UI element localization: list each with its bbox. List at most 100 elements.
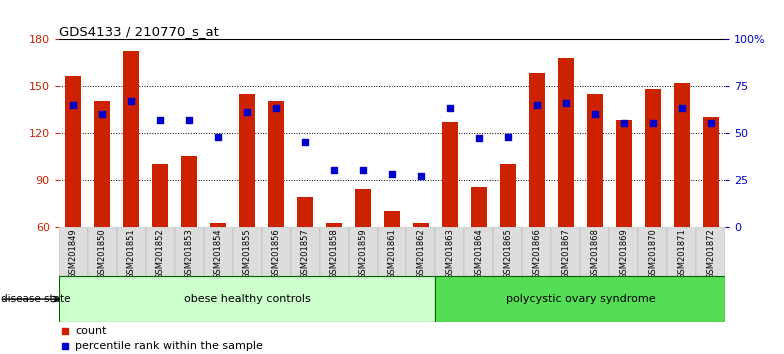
Text: GSM201849: GSM201849 — [69, 228, 78, 279]
Bar — [233, 227, 262, 276]
Text: GSM201865: GSM201865 — [503, 228, 513, 279]
Point — [183, 117, 195, 122]
Text: percentile rank within the sample: percentile rank within the sample — [75, 341, 263, 351]
Point — [299, 139, 311, 145]
Text: GSM201851: GSM201851 — [127, 228, 136, 279]
Bar — [587, 94, 603, 227]
Text: GSM201852: GSM201852 — [156, 228, 165, 279]
Text: GSM201863: GSM201863 — [445, 228, 455, 279]
Bar — [88, 227, 117, 276]
Point — [125, 98, 137, 104]
Bar — [320, 227, 349, 276]
Bar — [551, 227, 580, 276]
Bar — [65, 76, 82, 227]
Bar — [204, 227, 233, 276]
Bar — [615, 120, 632, 227]
Bar — [558, 58, 574, 227]
Bar — [378, 227, 406, 276]
Text: GSM201861: GSM201861 — [387, 228, 397, 279]
Bar — [667, 227, 696, 276]
Bar — [500, 164, 516, 227]
Point — [531, 102, 543, 108]
Point — [415, 173, 427, 179]
Point — [618, 120, 630, 126]
Text: disease state: disease state — [1, 294, 71, 304]
Text: count: count — [75, 326, 107, 336]
Text: GSM201862: GSM201862 — [416, 228, 426, 279]
Bar — [644, 89, 661, 227]
Bar — [349, 227, 378, 276]
Text: GSM201855: GSM201855 — [242, 228, 252, 279]
Bar — [406, 227, 435, 276]
Bar — [152, 164, 169, 227]
Text: GSM201857: GSM201857 — [300, 228, 310, 279]
Text: GSM201866: GSM201866 — [532, 228, 542, 279]
Text: GSM201859: GSM201859 — [358, 228, 368, 279]
Point — [705, 120, 717, 126]
Text: GDS4133 / 210770_s_at: GDS4133 / 210770_s_at — [59, 25, 219, 38]
Bar — [435, 276, 725, 322]
Point — [241, 109, 253, 115]
Point — [67, 102, 79, 108]
Bar — [94, 102, 111, 227]
Bar — [59, 276, 435, 322]
Text: GSM201858: GSM201858 — [329, 228, 339, 279]
Point — [473, 136, 485, 141]
Text: GSM201864: GSM201864 — [474, 228, 484, 279]
Point — [444, 105, 456, 111]
Point — [59, 328, 72, 334]
Bar — [471, 188, 487, 227]
Point — [589, 111, 601, 117]
Bar — [262, 227, 291, 276]
Text: GSM201867: GSM201867 — [561, 228, 570, 279]
Bar — [181, 156, 197, 227]
Text: GSM201853: GSM201853 — [185, 228, 194, 279]
Bar — [123, 51, 140, 227]
Point — [647, 120, 659, 126]
Text: GSM201868: GSM201868 — [590, 228, 599, 279]
Bar — [59, 227, 88, 276]
Bar — [673, 83, 690, 227]
Point — [502, 134, 514, 139]
Text: GSM201872: GSM201872 — [706, 228, 715, 279]
Bar — [464, 227, 493, 276]
Point — [560, 100, 572, 105]
Point — [154, 117, 166, 122]
Text: GSM201869: GSM201869 — [619, 228, 628, 279]
Bar — [413, 223, 429, 227]
Bar — [609, 227, 638, 276]
Bar — [638, 227, 667, 276]
Bar — [384, 211, 400, 227]
Bar — [529, 73, 545, 227]
Point — [270, 105, 282, 111]
Bar — [696, 227, 725, 276]
Bar — [702, 117, 719, 227]
Bar — [210, 223, 226, 227]
Bar — [435, 227, 464, 276]
Text: GSM201870: GSM201870 — [648, 228, 657, 279]
Text: GSM201854: GSM201854 — [214, 228, 223, 279]
Text: polycystic ovary syndrome: polycystic ovary syndrome — [506, 294, 655, 304]
Bar — [580, 227, 609, 276]
Bar — [442, 122, 458, 227]
Bar — [268, 102, 284, 227]
Bar — [522, 227, 551, 276]
Bar — [355, 189, 371, 227]
Bar — [175, 227, 204, 276]
Point — [212, 134, 224, 139]
Bar — [493, 227, 522, 276]
Point — [357, 167, 369, 173]
Bar — [291, 227, 320, 276]
Text: GSM201856: GSM201856 — [271, 228, 281, 279]
Point — [328, 167, 340, 173]
Text: obese healthy controls: obese healthy controls — [183, 294, 310, 304]
Point — [676, 105, 688, 111]
Bar — [297, 197, 313, 227]
Bar — [326, 223, 342, 227]
Bar — [146, 227, 175, 276]
Text: GSM201871: GSM201871 — [677, 228, 686, 279]
Bar — [239, 94, 255, 227]
Bar — [117, 227, 146, 276]
Point — [96, 111, 108, 117]
Point — [59, 343, 72, 349]
